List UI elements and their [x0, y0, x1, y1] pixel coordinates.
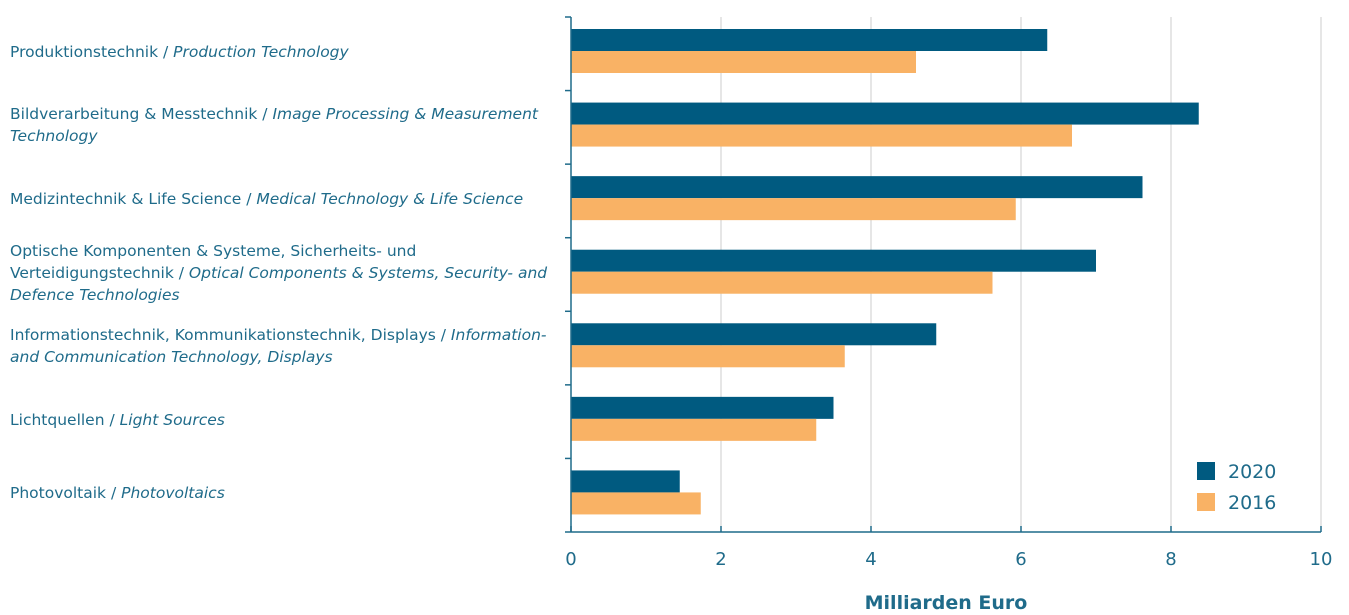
bar-2020-6: [571, 396, 834, 419]
x-tick-label: 10: [1310, 549, 1333, 570]
category-label-de: Bildverarbeitung & Messtechnik /: [10, 105, 273, 124]
bar-2020-5: [571, 323, 937, 346]
bar-2016-4: [571, 271, 993, 294]
bar-2016-3: [571, 198, 1016, 221]
category-label-en: Image Processing & Measurement Technolog…: [10, 105, 538, 146]
legend-swatch-2020: [1197, 462, 1215, 480]
bar-2020-3: [571, 176, 1143, 199]
category-label-3: Medizintechnik & Life Science / Medical …: [10, 188, 550, 210]
category-label-1: Produktionstechnik / Production Technolo…: [10, 41, 550, 63]
bar-2016-1: [571, 51, 916, 73]
category-label-2: Bildverarbeitung & Messtechnik / Image P…: [10, 103, 550, 147]
legend-swatch-2016: [1197, 493, 1215, 511]
category-label-de: Optische Komponenten & Systeme, Sicherhe…: [10, 241, 417, 282]
bar-2020-1: [571, 29, 1048, 51]
category-label-7: Photovoltaik / Photovoltaics: [10, 482, 550, 504]
bar-2016-6: [571, 418, 817, 441]
x-tick-label: 4: [865, 549, 876, 570]
category-label-en: Light Sources: [119, 410, 225, 429]
x-tick-label: 6: [1015, 549, 1026, 570]
category-label-6: Lichtquellen / Light Sources: [10, 409, 550, 431]
bar-2016-5: [571, 345, 845, 368]
legend-label-2016: 2016: [1228, 492, 1276, 514]
category-label-de: Photovoltaik /: [10, 484, 122, 503]
bar-2016-2: [571, 124, 1072, 147]
category-label-en: Production Technology: [173, 42, 349, 61]
x-axis-title: Milliarden Euro: [864, 592, 1028, 614]
bar-2016-7: [571, 492, 701, 515]
bar-2020-2: [571, 102, 1199, 125]
category-label-de: Lichtquellen /: [10, 410, 120, 429]
category-label-de: Produktionstechnik /: [10, 42, 174, 61]
x-tick-label: 2: [715, 549, 726, 570]
category-label-en: Photovoltaics: [121, 484, 225, 503]
category-label-4: Optische Komponenten & Systeme, Sicherhe…: [10, 240, 550, 306]
legend-label-2020: 2020: [1228, 461, 1276, 483]
category-label-en: Medical Technology & Life Science: [256, 189, 524, 208]
bar-2020-7: [571, 470, 680, 493]
category-label-5: Informationstechnik, Kommunikationstechn…: [10, 324, 550, 368]
category-label-en: Information- and Communication Technolog…: [10, 326, 547, 367]
x-tick-label: 8: [1165, 549, 1176, 570]
category-label-en: Optical Components & Systems, Security- …: [10, 263, 548, 304]
bar-2020-4: [571, 249, 1096, 272]
category-label-de: Medizintechnik & Life Science /: [10, 189, 257, 208]
category-label-de: Informationstechnik, Kommunikationstechn…: [10, 326, 451, 345]
x-tick-label: 0: [565, 549, 576, 570]
